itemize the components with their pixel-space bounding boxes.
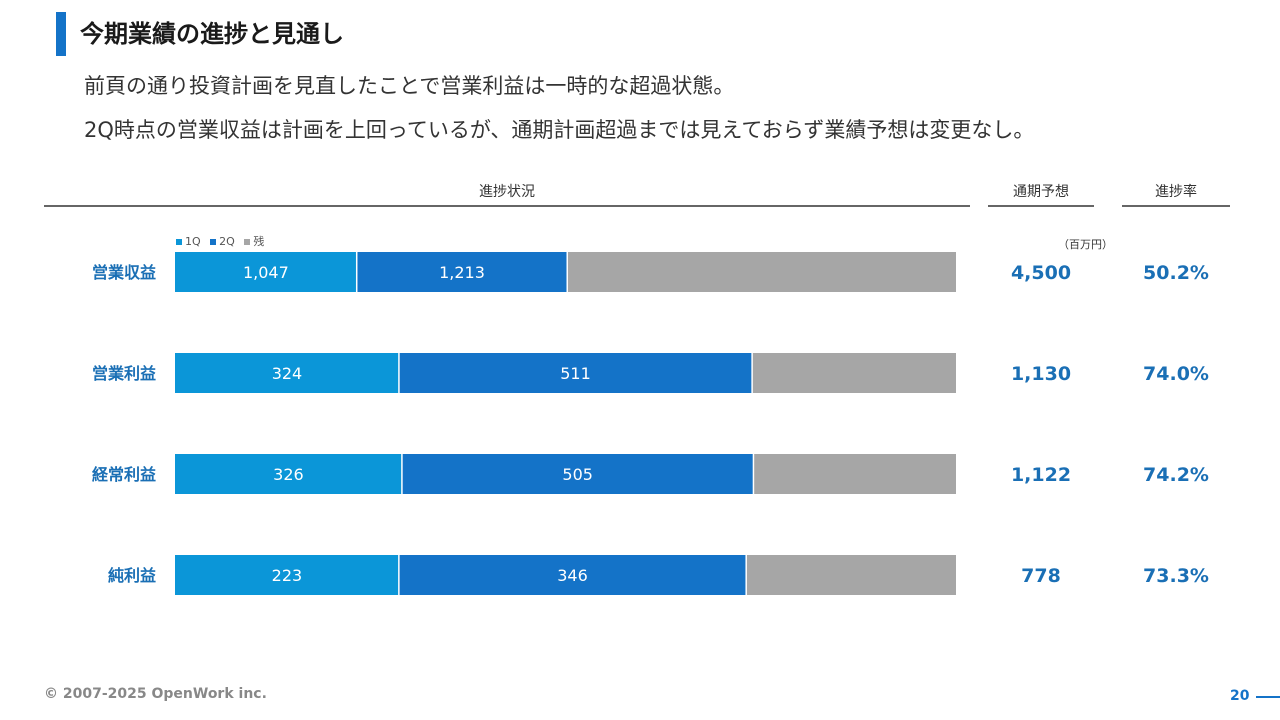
bar-value-label-1q-1: 1,047	[243, 263, 289, 282]
legend-swatch-remaining	[244, 239, 251, 245]
page-number-line	[1256, 696, 1280, 698]
bar-segment-2q-2	[398, 353, 753, 393]
unit-label: （百万円）	[1058, 238, 1113, 251]
legend-label-1q: 1Q	[185, 235, 201, 248]
legend-swatch-1q	[176, 239, 182, 245]
bar-segment-1q-2	[175, 353, 399, 393]
bar-segment-1q-1	[175, 252, 357, 292]
bar-segment-1q-4	[175, 555, 399, 595]
forecast-header-line	[988, 205, 1094, 207]
rate-header-line	[1122, 205, 1230, 207]
bar-segment-remaining-4	[746, 555, 956, 595]
row-label-1: 営業収益	[92, 263, 156, 282]
subtitle-line-2: 2Q時点の営業収益は計画を上回っているが、通期計画超過までは見えておらず業績予想…	[84, 118, 1035, 142]
bar-value-label-2q-3: 505	[562, 465, 593, 484]
bar-segment-2q-1	[356, 252, 568, 292]
legend-label-2q: 2Q	[219, 235, 235, 248]
bar-value-label-1q-2: 324	[272, 364, 303, 383]
forecast-value-1: 4,500	[1011, 262, 1071, 284]
legend-item-2q: 2Q	[210, 235, 235, 248]
forecast-value-2: 1,130	[1011, 363, 1071, 385]
row-label-2: 営業利益	[92, 364, 156, 383]
progress-header: 進捗状況	[479, 184, 535, 200]
bar-value-label-1q-3: 326	[273, 465, 304, 484]
rate-header: 進捗率	[1155, 184, 1197, 200]
bar-value-label-2q-1: 1,213	[439, 263, 485, 282]
copyright-footer: © 2007-2025 OpenWork inc.	[44, 686, 267, 702]
forecast-value-3: 1,122	[1011, 464, 1071, 486]
progress-rate-4: 73.3%	[1143, 565, 1209, 587]
bar-value-label-2q-2: 511	[560, 364, 591, 383]
bar-segment-remaining-2	[752, 353, 956, 393]
progress-header-line	[44, 205, 970, 207]
legend-label-remaining: 残	[253, 235, 265, 248]
bar-segment-2q-4	[398, 555, 747, 595]
subtitle-line-1: 前頁の通り投資計画を見直したことで営業利益は一時的な超過状態。	[84, 74, 735, 98]
chart-legend: 1Q 2Q 残	[176, 233, 270, 249]
forecast-header: 通期予想	[1013, 184, 1069, 200]
bar-value-label-2q-4: 346	[557, 566, 588, 585]
bar-segment-remaining-1	[567, 252, 956, 292]
page-number: 20	[1230, 688, 1250, 704]
progress-rate-2: 74.0%	[1143, 363, 1209, 385]
legend-swatch-2q	[210, 239, 217, 245]
legend-item-1q: 1Q	[176, 235, 201, 248]
forecast-value-4: 778	[1021, 565, 1061, 587]
bar-segment-2q-3	[401, 454, 754, 494]
legend-item-remaining: 残	[244, 233, 264, 249]
progress-rate-3: 74.2%	[1143, 464, 1209, 486]
bar-segment-1q-3	[175, 454, 402, 494]
progress-rate-1: 50.2%	[1143, 262, 1209, 284]
bar-segment-remaining-3	[753, 454, 956, 494]
row-label-3: 経常利益	[92, 465, 156, 484]
bar-value-label-1q-4: 223	[272, 566, 303, 585]
row-label-4: 純利益	[108, 566, 156, 585]
page-title: 今期業績の進捗と見通し	[80, 20, 344, 48]
title-accent-bar	[56, 12, 66, 56]
